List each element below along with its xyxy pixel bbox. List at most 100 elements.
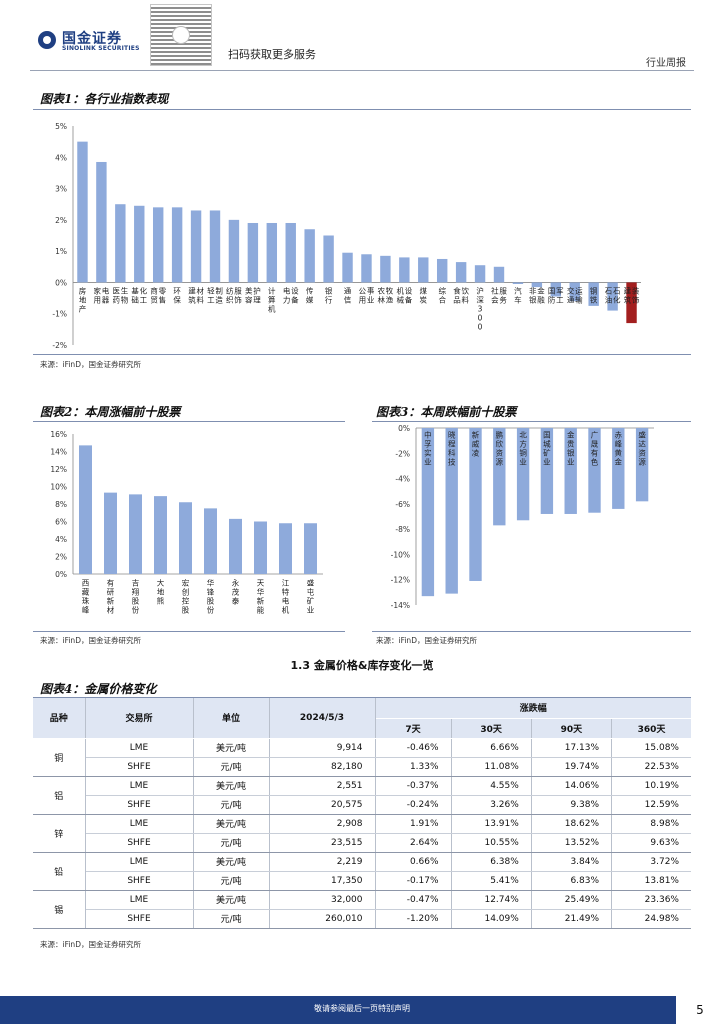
metal-name: 铅	[33, 852, 86, 891]
table-row: 锌 LME 美元/吨 2,908 1.91% 13.91% 18.62% 8.98%	[33, 814, 691, 853]
bar	[304, 523, 317, 574]
table-row: SHFE 元/吨 17,350 -0.17% 5.41% 6.83% 13.81%	[33, 871, 691, 891]
y-tick-label: -12%	[391, 576, 410, 585]
bar	[550, 282, 562, 297]
top-losers-chart: 0% -2% -4% -6% -8% -10% -12% -14% 中孚实业 晓程科技 新威凌 鹏欣资…	[391, 424, 654, 610]
price-cell: 9,914	[269, 738, 376, 758]
change-90d-cell: 3.84%	[531, 852, 613, 872]
bar	[323, 235, 334, 283]
bar	[588, 282, 599, 306]
exchange-cell: LME	[85, 814, 194, 834]
y-tick-label: -14%	[391, 601, 410, 610]
category-label: 鹏欣资源	[496, 430, 504, 467]
bar	[455, 262, 467, 283]
category-label: 石油石化	[605, 287, 621, 305]
bar	[179, 502, 192, 574]
change-30d-cell: 11.08%	[451, 757, 532, 777]
change-90d-cell: 18.62%	[531, 814, 613, 834]
fig1-bottom-rule	[33, 354, 691, 355]
bar	[399, 257, 410, 283]
price-cell: 20,575	[269, 795, 376, 815]
change-360d-cell: 12.59%	[611, 795, 691, 815]
bar	[612, 428, 625, 509]
bar	[304, 229, 315, 283]
bar	[79, 445, 92, 574]
y-tick-label: 3%	[55, 185, 67, 194]
unit-cell: 元/吨	[193, 833, 270, 853]
sinolink-logo-icon	[38, 31, 56, 49]
change-7d-cell: -0.47%	[375, 890, 452, 910]
change-7d-cell: -1.20%	[375, 909, 452, 929]
category-label: 晓程科技	[448, 430, 456, 467]
y-tick-label: -2%	[52, 341, 67, 350]
category-label: 社会服务	[491, 286, 507, 305]
category-label: 轻工制造	[207, 286, 223, 305]
change-7d-cell: 1.91%	[375, 814, 452, 834]
y-tick-label: 0%	[55, 570, 67, 579]
unit-cell: 美元/吨	[193, 738, 270, 758]
change-7d-cell: -0.46%	[375, 738, 452, 758]
exchange-cell: SHFE	[85, 833, 194, 853]
unit-cell: 元/吨	[193, 795, 270, 815]
unit-cell: 美元/吨	[193, 890, 270, 910]
category-label: 西藏珠峰	[82, 579, 90, 615]
category-label: 赤峰黄金	[615, 431, 623, 467]
unit-cell: 美元/吨	[193, 852, 270, 872]
category-label: 建筑装饰	[624, 286, 640, 305]
change-90d-cell: 21.49%	[531, 909, 613, 929]
unit-cell: 元/吨	[193, 909, 270, 929]
bar	[154, 496, 167, 574]
header-exchange: 交易所	[85, 698, 194, 739]
table-row: 铜 LME 美元/吨 9,914 -0.46% 6.66% 17.13% 15.08%	[33, 738, 691, 777]
table-row: SHFE 元/吨 23,515 2.64% 10.55% 13.52% 9.63%	[33, 833, 691, 853]
category-label: 传媒	[306, 286, 314, 305]
category-label: 宏创控股	[182, 578, 190, 615]
change-30d-cell: 6.38%	[451, 852, 532, 872]
y-tick-label: -2%	[395, 449, 410, 458]
table-row: SHFE 元/吨 20,575 -0.24% 3.26% 9.38% 12.59%	[33, 795, 691, 815]
bar	[361, 254, 372, 283]
y-tick-label: 16%	[50, 430, 67, 439]
bar	[540, 428, 554, 514]
y-tick-label: -4%	[395, 475, 410, 484]
exchange-cell: LME	[85, 738, 194, 758]
header-date: 2024/5/3	[269, 698, 376, 739]
exchange-cell: SHFE	[85, 871, 194, 891]
change-360d-cell: 24.98%	[611, 909, 691, 929]
change-90d-cell: 13.52%	[531, 833, 613, 853]
header-divider	[30, 70, 694, 71]
bar	[204, 508, 217, 574]
fig4-top-rule	[33, 697, 691, 698]
bar	[279, 523, 292, 574]
change-90d-cell: 25.49%	[531, 890, 613, 910]
y-tick-label: 5%	[55, 122, 67, 131]
fig3-source: 来源：iFinD，国金证券研究所	[376, 636, 477, 645]
change-90d-cell: 14.06%	[531, 776, 613, 796]
fig2-bottom-rule	[33, 631, 345, 632]
metal-name: 铝	[33, 776, 86, 815]
fig1-source: 来源：iFinD，国金证券研究所	[40, 360, 141, 369]
change-90d-cell: 19.74%	[531, 757, 613, 777]
change-7d-cell: 1.33%	[375, 757, 452, 777]
bar	[588, 428, 601, 513]
bar	[635, 428, 649, 502]
bar	[531, 282, 543, 288]
bar	[342, 252, 353, 283]
change-7d-cell: -0.24%	[375, 795, 452, 815]
category-label: 纺织服饰	[226, 286, 242, 305]
y-tick-label: 4%	[55, 535, 67, 544]
bar	[493, 428, 506, 526]
change-90d-cell: 6.83%	[531, 871, 613, 891]
category-label: 江特电机	[282, 579, 290, 615]
y-tick-label: -6%	[395, 500, 410, 509]
bar	[418, 257, 429, 283]
fig1-title: 图表1：各行业指数表现	[40, 92, 169, 106]
header-90d: 90天	[531, 718, 613, 739]
bar	[134, 205, 145, 283]
category-label: 煤炭	[420, 286, 428, 305]
bar	[380, 255, 391, 283]
category-label: 永茂泰	[232, 578, 240, 606]
bar	[152, 207, 164, 283]
exchange-cell: LME	[85, 852, 194, 872]
price-cell: 260,010	[269, 909, 376, 929]
